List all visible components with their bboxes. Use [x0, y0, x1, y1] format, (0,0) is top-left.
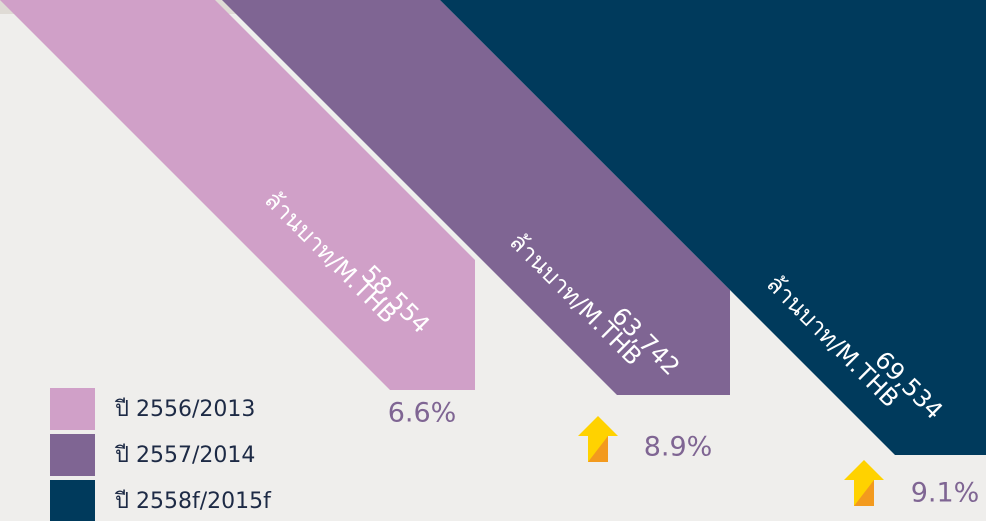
- legend-label: ปี 2557/2014: [114, 443, 256, 468]
- legend-swatch: [50, 388, 95, 430]
- growth-label: 9.1%: [911, 478, 980, 509]
- growth-label: 6.6%: [388, 398, 457, 429]
- band: [222, 0, 730, 395]
- legend-label: ปี 2556/2013: [114, 397, 256, 422]
- band: [0, 0, 475, 390]
- legend-swatch: [50, 434, 95, 476]
- bands: [0, 0, 986, 455]
- legend-swatch: [50, 480, 95, 521]
- growth-arrow-shade: [588, 436, 608, 462]
- growth-arrow-shade: [854, 480, 874, 506]
- legend-label: ปี 2558f/2015f: [114, 489, 272, 514]
- growth-label: 8.9%: [644, 432, 713, 463]
- band: [440, 0, 986, 455]
